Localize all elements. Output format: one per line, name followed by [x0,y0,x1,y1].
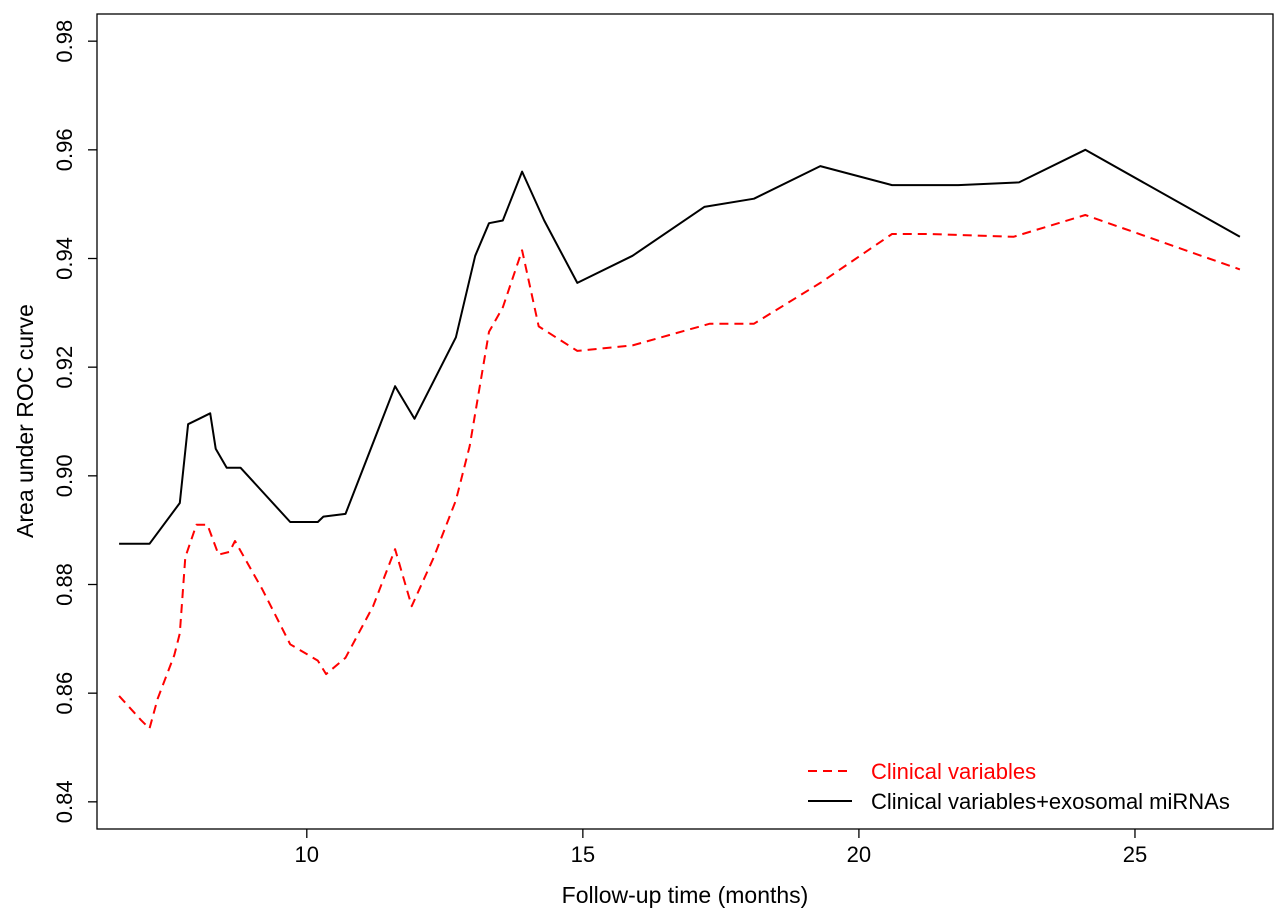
y-axis: 0.84 0.86 0.88 0.90 0.92 0.94 0.96 0.98 [52,20,97,823]
y-tick-label: 0.88 [52,563,77,606]
y-axis-label: Area under ROC curve [12,304,38,538]
plot-frame [96,13,1274,830]
y-tick-label: 0.92 [52,346,77,389]
legend: Clinical variables Clinical variables+exo… [808,759,1230,814]
x-axis: 10 15 20 25 [295,829,1147,867]
y-tick-label: 0.98 [52,20,77,63]
y-tick-label: 0.90 [52,454,77,497]
legend-label-1: Clinical variables+exosomal miRNAs [871,789,1230,814]
x-tick-label: 20 [847,842,871,867]
x-tick-label: 15 [571,842,595,867]
x-axis-label: Follow-up time (months) [562,882,809,908]
y-tick-label: 0.96 [52,128,77,171]
x-tick-label: 25 [1123,842,1147,867]
y-tick-label: 0.86 [52,672,77,715]
series-layer [118,148,1241,730]
series-line-1 [119,148,1241,545]
series-line-0 [118,214,1241,730]
x-tick-label: 10 [295,842,319,867]
legend-label-0: Clinical variables [871,759,1036,784]
y-tick-label: 0.94 [52,237,77,280]
y-tick-label: 0.84 [52,780,77,823]
